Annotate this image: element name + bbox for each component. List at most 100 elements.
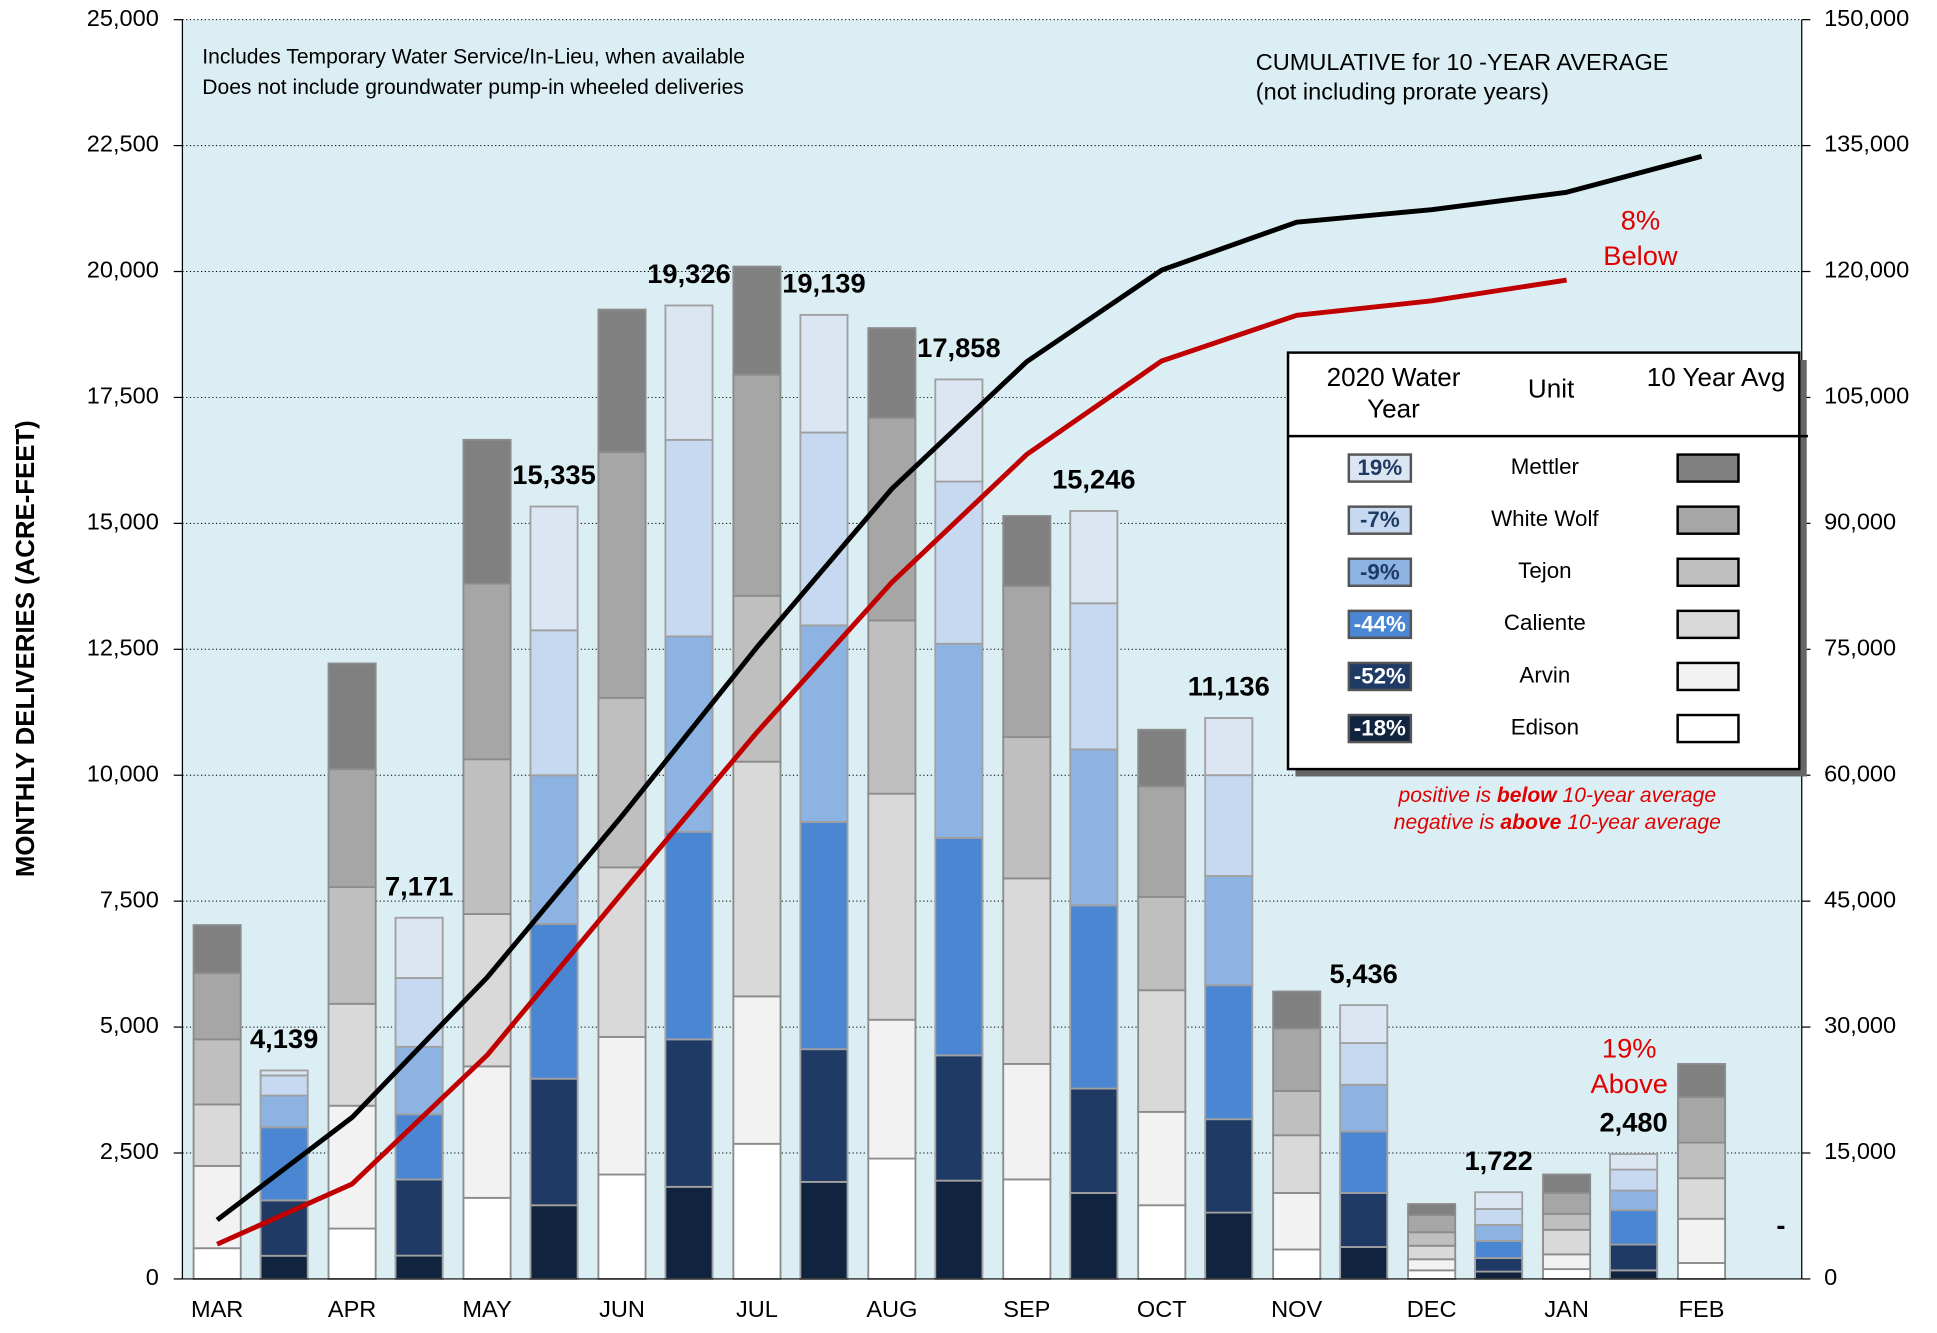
bar-segment bbox=[1137, 895, 1187, 992]
legend-swatch-average bbox=[1676, 609, 1740, 640]
legend-unit: White Wolf bbox=[1491, 506, 1599, 531]
bar-segment bbox=[597, 308, 647, 454]
bar-segment bbox=[799, 1048, 849, 1183]
legend-header-wrap: 10 Year Avg bbox=[1646, 363, 1786, 392]
bar-segment bbox=[462, 438, 512, 585]
above-note: Above bbox=[1591, 1068, 1668, 1099]
above-note: 19% bbox=[1602, 1033, 1657, 1064]
bar-segment bbox=[799, 1180, 849, 1280]
bar-segment bbox=[1542, 1191, 1592, 1215]
bar-segment bbox=[1002, 515, 1052, 587]
bar-segment bbox=[1339, 1083, 1389, 1133]
x-tick-label: NOV bbox=[1271, 1296, 1322, 1322]
cumulative-note: CUMULATIVE for 10 -YEAR AVERAGE bbox=[1256, 49, 1669, 75]
y-tick-label: 10,000 bbox=[87, 760, 159, 786]
y-tick-label: 2,500 bbox=[100, 1138, 159, 1164]
bar-segment bbox=[259, 1126, 309, 1202]
bar-segment bbox=[1002, 1178, 1052, 1280]
bar-segment bbox=[192, 924, 242, 974]
bar-segment bbox=[867, 416, 917, 622]
sign-note: negative is above 10-year average bbox=[1394, 811, 1721, 834]
bar-segment bbox=[1002, 1062, 1052, 1181]
legend-header: 10 Year Avg bbox=[1646, 363, 1786, 392]
legend-change: -52% bbox=[1354, 664, 1406, 689]
bar-segment bbox=[1069, 1087, 1119, 1194]
y2-tick-label: 120,000 bbox=[1824, 257, 1909, 283]
bar-segment bbox=[1609, 1269, 1659, 1280]
bar-segment bbox=[1407, 1244, 1457, 1261]
note: Does not include groundwater pump-in whe… bbox=[202, 76, 744, 99]
bar-segment bbox=[799, 821, 849, 1051]
bar-segment bbox=[1677, 1217, 1727, 1264]
lines bbox=[215, 154, 1703, 1247]
bars bbox=[192, 265, 1727, 1280]
legend-change: 19% bbox=[1357, 455, 1402, 480]
bar-segment bbox=[192, 1103, 242, 1167]
bar-segment bbox=[1069, 1192, 1119, 1280]
legend: 2020 Water Year Unit 10 Year Avg -18% Edi… bbox=[1286, 351, 1808, 777]
bar-segment bbox=[1272, 990, 1322, 1030]
bar-segment bbox=[1204, 717, 1254, 777]
bar-segment bbox=[1137, 1110, 1187, 1207]
total-label: 19,326 bbox=[647, 258, 730, 289]
x-tick-label: APR bbox=[328, 1296, 376, 1322]
bar-segment bbox=[1137, 728, 1187, 788]
bar-segment bbox=[799, 431, 849, 627]
bar-segment bbox=[529, 1077, 579, 1207]
bar-segment bbox=[1137, 1204, 1187, 1280]
bar-segment bbox=[394, 1113, 444, 1181]
bar-segment bbox=[327, 886, 377, 1005]
x-tick-label: MAR bbox=[191, 1296, 243, 1322]
bar-segment bbox=[259, 1074, 309, 1097]
bar-segment bbox=[597, 1035, 647, 1176]
bar-segment bbox=[597, 451, 647, 699]
y2-tick-label: 0 bbox=[1824, 1264, 1837, 1290]
legend-swatch-current bbox=[1347, 661, 1413, 692]
bar-segment bbox=[1002, 736, 1052, 880]
y2-tick-label: 135,000 bbox=[1824, 131, 1909, 157]
bar-segment bbox=[529, 774, 579, 925]
bar-segment bbox=[1339, 1246, 1389, 1280]
bar-segment bbox=[1677, 1096, 1727, 1144]
bar-segment bbox=[799, 313, 849, 434]
y2-tick-label: 90,000 bbox=[1824, 509, 1896, 535]
bar-segment bbox=[1407, 1258, 1457, 1272]
legend-swatch-average bbox=[1676, 713, 1740, 744]
bar-segment bbox=[259, 1094, 309, 1129]
legend-unit: Edison bbox=[1511, 714, 1579, 739]
bar-segment bbox=[732, 995, 782, 1145]
bar-segment bbox=[529, 505, 579, 632]
bar-segment bbox=[934, 1054, 984, 1182]
below-note: 8% bbox=[1621, 205, 1660, 236]
bar-segment bbox=[1339, 1130, 1389, 1194]
bar-segment bbox=[1002, 877, 1052, 1065]
bar-segment bbox=[1272, 1248, 1322, 1280]
y-tick-label: 17,500 bbox=[87, 383, 159, 409]
bar-segment bbox=[867, 1018, 917, 1160]
x-tick-label: JAN bbox=[1544, 1296, 1589, 1322]
bar-segment bbox=[1609, 1209, 1659, 1246]
sign-note-part: 10-year average bbox=[1561, 811, 1720, 834]
x-tick-label: OCT bbox=[1137, 1296, 1187, 1322]
bar-segment bbox=[1272, 1027, 1322, 1092]
bar-segment bbox=[597, 1173, 647, 1280]
y2-tick-label: 105,000 bbox=[1824, 383, 1909, 409]
legend-swatch-average bbox=[1676, 453, 1740, 483]
y-tick-label: 20,000 bbox=[87, 257, 159, 283]
cumulative-line bbox=[215, 154, 1703, 1222]
bar-segment bbox=[1542, 1173, 1592, 1194]
y-tick-label: 5,000 bbox=[100, 1012, 159, 1038]
bar-segment bbox=[1542, 1268, 1592, 1280]
bar-segment bbox=[1137, 989, 1187, 1113]
y-tick-label: 12,500 bbox=[87, 635, 159, 661]
bar-segment bbox=[529, 923, 579, 1080]
legend-swatch-current bbox=[1347, 453, 1413, 483]
legend-swatch-average bbox=[1676, 505, 1740, 535]
bar-segment bbox=[1339, 1004, 1389, 1044]
bar-segment bbox=[664, 438, 714, 638]
legend-change: -18% bbox=[1354, 716, 1406, 741]
total-label: 4,139 bbox=[250, 1023, 318, 1054]
bar-segment bbox=[1677, 1177, 1727, 1220]
legend-swatch-average bbox=[1676, 661, 1740, 692]
bar-segment bbox=[867, 619, 917, 795]
